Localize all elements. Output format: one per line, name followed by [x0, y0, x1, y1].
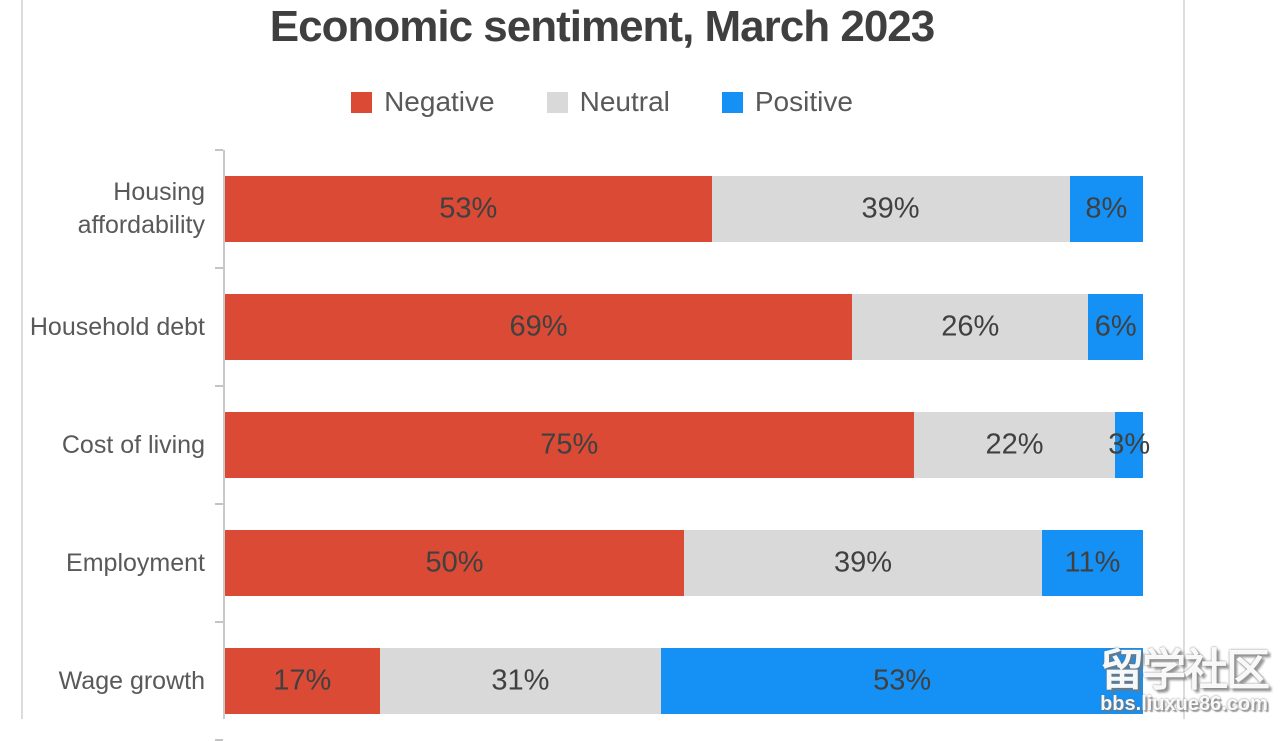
bar-segment-negative: 53%: [225, 176, 712, 242]
bar-segment-value-label: 8%: [1085, 192, 1128, 225]
legend-swatch-neutral: [546, 91, 568, 113]
bar-segment-positive: 6%: [1088, 294, 1143, 360]
y-axis-tick: [215, 149, 223, 151]
chart-title: Economic sentiment, March 2023: [269, 2, 935, 51]
bar-row: 75% 22% 3%: [225, 412, 1150, 478]
y-axis-tick: [215, 385, 223, 387]
category-label: Cost of living: [61, 430, 205, 459]
bar-segment-neutral: 39%: [711, 176, 1070, 242]
bar-row: 69% 26% 6%: [225, 294, 1143, 360]
bar-segment-negative: 50%: [225, 530, 684, 596]
y-axis-tick: [215, 621, 223, 623]
image-right-border: [1183, 0, 1185, 719]
bar-segment-value-label: 75%: [540, 428, 599, 461]
legend-swatch-positive: [721, 91, 743, 113]
bar-row: 50% 39% 11%: [225, 530, 1143, 596]
legend-swatch-negative: [351, 91, 373, 113]
bar-segment-value-label: 53%: [873, 664, 932, 697]
watermark-url-text: bbs.liuxue86.com: [1100, 693, 1268, 715]
legend-label: Neutral: [579, 86, 670, 117]
bar-segment-neutral: 39%: [684, 530, 1043, 596]
legend-label: Positive: [754, 86, 853, 117]
y-axis-tick: [215, 503, 223, 505]
bar-segment-value-label: 26%: [941, 310, 1000, 343]
bar-segment-value-label: 39%: [833, 546, 893, 579]
bar-segment-value-label: 39%: [861, 192, 920, 225]
bar-segment-value-label: 11%: [1064, 546, 1121, 579]
legend-item-positive: Positive: [721, 86, 853, 117]
bar-segment-negative: 75%: [225, 412, 914, 478]
category-label: Household debt: [29, 312, 205, 341]
bar-segment-value-label: 53%: [439, 192, 498, 225]
bar-segment-positive: 3%: [1108, 412, 1150, 478]
legend-label: Negative: [384, 86, 495, 117]
bar-row: 53% 39% 8%: [225, 176, 1143, 242]
bar-segment-neutral: 22%: [913, 412, 1116, 478]
y-axis-tick: [215, 267, 223, 269]
bar-segment-value-label: 22%: [985, 428, 1044, 461]
watermark: 留学社区 bbs.liuxue86.com: [1100, 646, 1270, 716]
bar-segment-positive: 53%: [661, 648, 1143, 714]
plot-area: Housing affordability Household debt Cost …: [29, 149, 1150, 741]
bar-segment-positive: 8%: [1069, 176, 1143, 242]
y-axis-line: [223, 150, 225, 719]
bar-segment-value-label: 50%: [425, 546, 484, 579]
watermark-cjk-text: 留学社区: [1100, 646, 1270, 695]
bar-segment-value-label: 31%: [491, 664, 550, 697]
bar-segment-value-label: 17%: [273, 664, 332, 697]
bar-segment-positive: 11%: [1042, 530, 1143, 596]
chart-legend: Negative Neutral Positive: [21, 88, 1183, 116]
legend-item-negative: Negative: [351, 88, 495, 116]
bar-row: 17% 31% 53%: [225, 648, 1143, 714]
category-label: Housing affordability: [77, 178, 205, 239]
bar-segment-negative: 69%: [225, 294, 853, 360]
bar-segment-value-label: 3%: [1108, 428, 1151, 461]
image-left-border: [21, 0, 23, 719]
category-label: Wage growth: [58, 666, 205, 695]
bar-segment-neutral: 26%: [852, 294, 1089, 360]
bar-segment-neutral: 31%: [379, 648, 662, 714]
category-label: Employment: [66, 548, 205, 577]
legend-item-neutral: Neutral: [546, 86, 670, 117]
bar-segment-value-label: 69%: [509, 310, 568, 343]
title-area: Economic sentiment, March 2023: [21, 2, 1183, 51]
bar-segment-negative: 17%: [225, 648, 380, 714]
bar-segment-value-label: 6%: [1094, 310, 1137, 343]
